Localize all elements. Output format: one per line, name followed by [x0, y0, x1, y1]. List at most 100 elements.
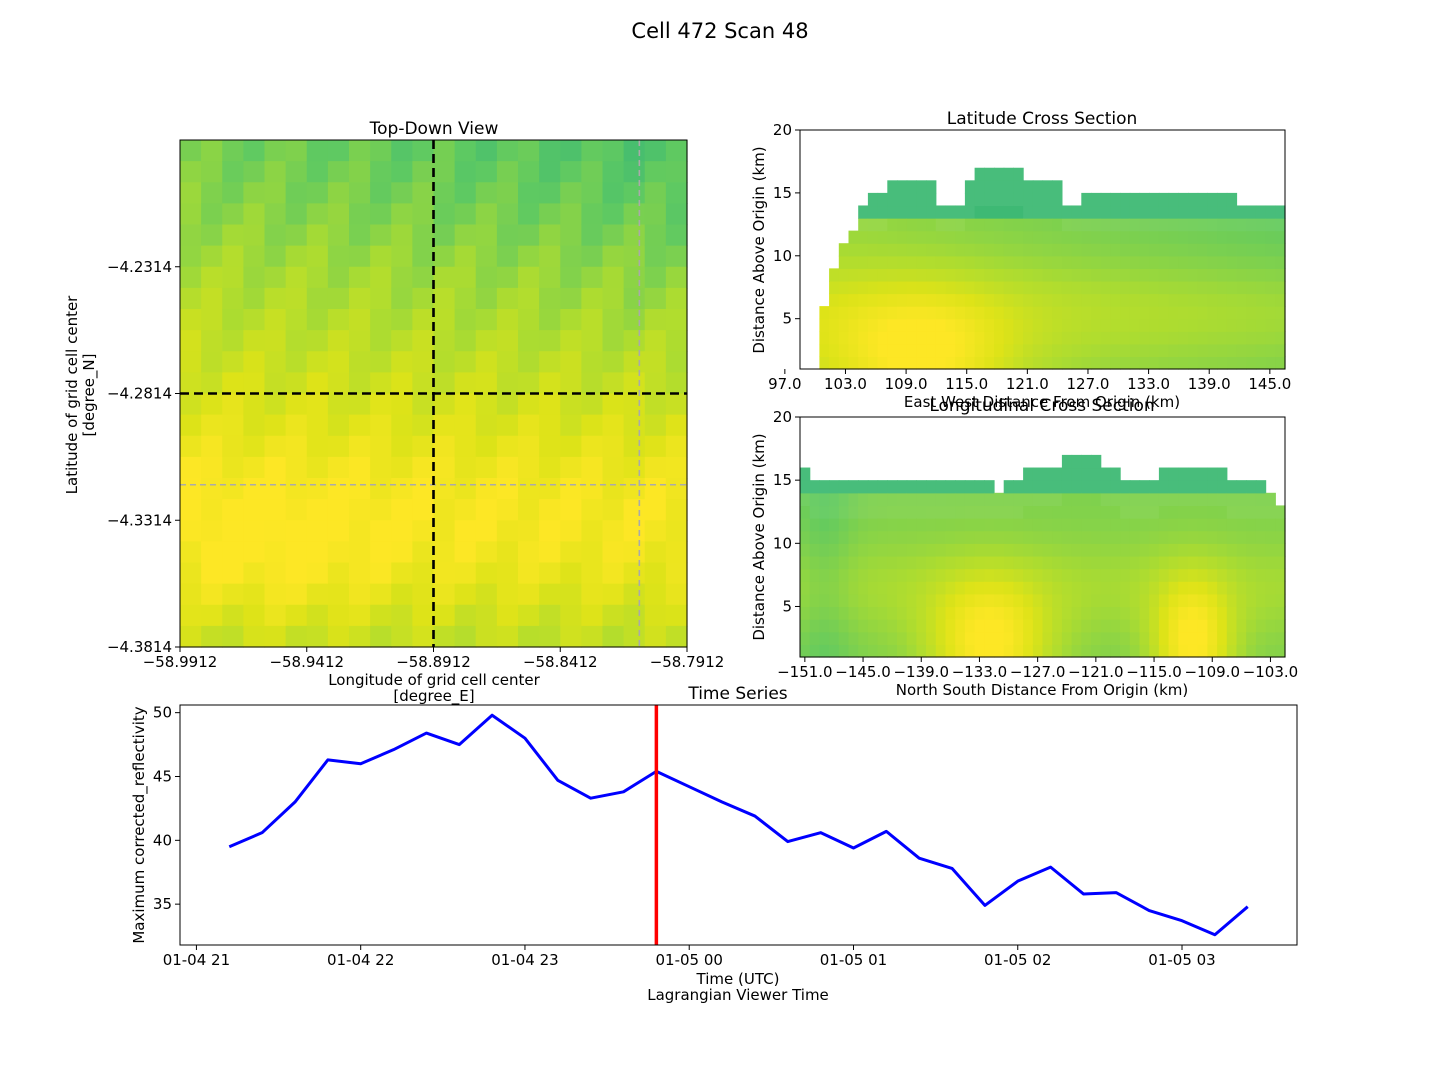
cross-section-cell: [1042, 180, 1053, 194]
cross-section-cell: [906, 306, 917, 320]
cross-section-cell: [964, 505, 976, 519]
cross-section-cell: [1226, 280, 1238, 295]
cross-section-cell: [1178, 230, 1189, 244]
cross-section-cell: [1197, 492, 1208, 507]
heatmap-cell: [433, 435, 456, 458]
cross-section-cell: [1091, 505, 1102, 519]
cross-section-cell: [955, 255, 966, 269]
cross-section-cell: [1178, 530, 1189, 544]
cross-section-cell: [1110, 593, 1121, 608]
heatmap-cell: [201, 456, 223, 479]
cross-section-cell: [935, 230, 947, 244]
heatmap-cell: [264, 520, 287, 542]
cross-section-cell: [1052, 331, 1063, 345]
cross-section-cell: [877, 356, 888, 370]
heatmap-cell: [433, 309, 456, 331]
cross-section-cell: [1003, 530, 1014, 544]
cross-section-cell: [964, 180, 976, 194]
heatmap-cell: [327, 203, 350, 226]
cross-section-cell: [1139, 644, 1150, 658]
cross-section-cell: [858, 555, 869, 570]
heatmap-cell: [243, 140, 266, 162]
cross-section-cell: [1100, 593, 1111, 608]
cross-section-cell: [1042, 306, 1053, 320]
cross-section-cell: [1226, 530, 1238, 544]
cross-section-cell: [926, 492, 937, 507]
heatmap-cell: [454, 140, 477, 162]
cross-section-cell: [984, 230, 995, 244]
cross-section-cell: [1236, 230, 1247, 244]
cross-section-cell: [1032, 343, 1044, 358]
cross-section-cell: [974, 180, 985, 194]
heatmap-cell: [222, 414, 244, 437]
cross-section-cell: [1255, 268, 1267, 282]
heatmap-cell: [285, 287, 308, 310]
cross-section-cell: [916, 218, 927, 232]
heatmap-cell: [264, 224, 287, 247]
time-series-line: [228, 713, 1249, 937]
cross-section-cell: [1207, 205, 1218, 219]
cross-section-cell: [945, 356, 956, 370]
cross-section-cell: [1061, 631, 1073, 645]
heatmap-cell: [264, 625, 287, 648]
cross-section-cell: [1158, 518, 1170, 532]
cross-section-cell: [877, 644, 888, 658]
cross-section-cell: [1139, 505, 1150, 519]
cross-section-cell: [887, 505, 898, 519]
heatmap-cell: [306, 478, 329, 500]
cross-section-cell: [848, 492, 859, 507]
cross-section-cell: [1061, 331, 1073, 345]
heatmap-cell: [412, 351, 435, 373]
cross-section-cell: [955, 644, 966, 658]
cross-section-cell: [1100, 631, 1111, 645]
cross-section-cell: [1003, 230, 1014, 244]
cross-section-cell: [984, 331, 995, 345]
cross-section-cell: [897, 255, 908, 269]
heatmap-cell: [201, 140, 223, 162]
heatmap-cell: [475, 456, 498, 479]
cross-section-cell: [1246, 543, 1257, 557]
heatmap-cell: [454, 309, 477, 331]
cross-section-cell: [838, 268, 850, 282]
heatmap-cell: [285, 478, 308, 500]
cross-section-cell: [1197, 530, 1208, 544]
cross-section-cell: [1149, 192, 1160, 207]
cross-section-cell: [1110, 606, 1121, 620]
cross-section-cell: [1091, 543, 1102, 557]
heatmap-cell: [201, 478, 223, 500]
heatmap-cell: [264, 351, 287, 373]
cross-section-cell: [955, 280, 966, 295]
cross-section-cell: [906, 518, 917, 532]
heatmap-cell: [349, 224, 371, 247]
cross-section-cell: [935, 581, 947, 595]
cross-section-cell: [945, 280, 956, 295]
cross-section-cell: [1013, 331, 1024, 345]
cross-section-cell: [848, 644, 859, 658]
heatmap-cell: [560, 182, 582, 204]
cross-section-cell: [1168, 293, 1179, 307]
cross-section-cell: [974, 343, 985, 358]
heatmap-cell: [518, 266, 540, 289]
cross-section-cell: [887, 255, 898, 269]
cross-section-cell: [877, 343, 888, 358]
cross-section-cell: [955, 293, 966, 307]
cross-section-cell: [906, 581, 917, 595]
cross-section-cell: [829, 581, 840, 595]
heatmap-cell: [602, 309, 625, 331]
heatmap-cell: [623, 266, 646, 289]
cross-section-cell: [1091, 343, 1102, 358]
cross-section-cell: [964, 606, 976, 620]
heatmap-cell: [496, 182, 519, 204]
cross-section-cell: [819, 480, 830, 494]
cross-section-cell: [867, 243, 879, 257]
cross-section-cell: [906, 180, 917, 194]
cross-section-cell: [1197, 343, 1208, 358]
heatmap-cell: [454, 330, 477, 352]
cross-section-cell: [1013, 568, 1024, 582]
cross-section-cell: [1226, 492, 1238, 507]
cross-section-cell: [1003, 644, 1014, 658]
cross-section-cell: [906, 230, 917, 244]
cross-section-cell: [1129, 543, 1141, 557]
heatmap-cell: [243, 393, 266, 416]
cross-section-cell: [819, 492, 830, 507]
